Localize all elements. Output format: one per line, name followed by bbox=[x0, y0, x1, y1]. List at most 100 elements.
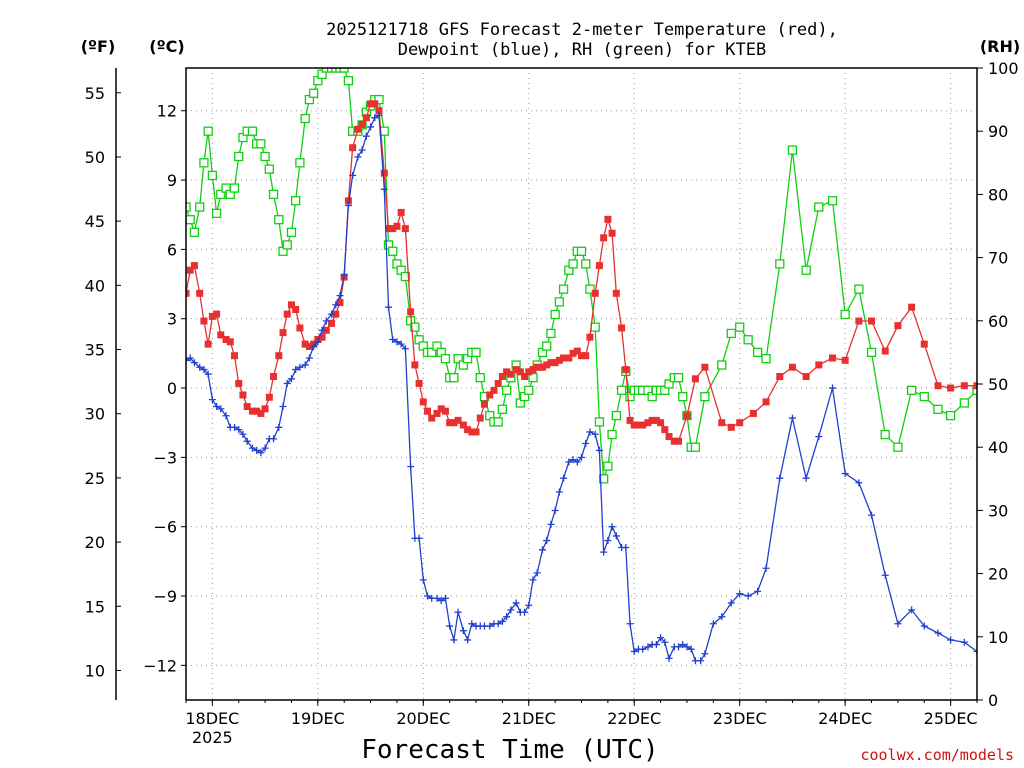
dewpoint-point bbox=[464, 636, 472, 644]
celsius-tick-label: −3 bbox=[153, 448, 177, 467]
celsius-tick-label: −12 bbox=[143, 656, 177, 675]
rh-point bbox=[195, 202, 205, 212]
fahrenheit-tick-label: 50 bbox=[85, 148, 105, 167]
rh-point bbox=[449, 373, 459, 383]
temperature-point bbox=[529, 366, 537, 374]
rh-point bbox=[295, 158, 305, 168]
dewpoint-point bbox=[322, 317, 330, 325]
temperature-point bbox=[301, 340, 309, 348]
rh-point bbox=[186, 215, 195, 225]
fahrenheit-tick-label: 45 bbox=[85, 212, 105, 231]
dewpoint-point bbox=[243, 437, 251, 445]
dewpoint-point bbox=[908, 606, 916, 614]
rh-point bbox=[919, 391, 929, 402]
rh-point bbox=[453, 354, 463, 364]
dewpoint-point bbox=[947, 636, 955, 644]
fahrenheit-tick-label: 40 bbox=[85, 276, 105, 295]
rh-point bbox=[343, 75, 354, 86]
temperature-point bbox=[490, 386, 498, 394]
x-tick-label: 20DEC bbox=[396, 709, 450, 728]
temperature-point bbox=[358, 121, 366, 129]
dewpoint-point bbox=[639, 645, 647, 653]
rh-tick-label: 80 bbox=[988, 185, 1008, 204]
rh-point bbox=[959, 398, 969, 408]
dewpoint-point bbox=[261, 444, 269, 452]
temperature-point bbox=[226, 338, 234, 346]
temperature-point bbox=[533, 363, 541, 371]
fahrenheit-tick-label: 25 bbox=[85, 469, 105, 488]
dewpoint-point bbox=[630, 647, 638, 655]
dewpoint-point bbox=[565, 458, 573, 466]
dewpoint-point bbox=[697, 657, 705, 665]
temperature-point bbox=[265, 393, 273, 401]
grid-lines bbox=[186, 68, 977, 700]
rh-point bbox=[234, 151, 244, 162]
dewpoint-point bbox=[283, 379, 291, 387]
rh-point bbox=[497, 404, 508, 414]
rh-point bbox=[308, 88, 319, 98]
dewpoint-point bbox=[543, 537, 551, 545]
rh-point bbox=[603, 461, 613, 471]
dewpoint-point bbox=[569, 456, 577, 464]
temperature-point bbox=[186, 266, 194, 274]
dewpoint-point bbox=[190, 359, 198, 367]
temperature-point bbox=[661, 426, 669, 434]
temperature-point bbox=[600, 234, 608, 242]
rh-point bbox=[585, 284, 595, 294]
dewpoint-point bbox=[665, 654, 673, 662]
chart-title-line2: Dewpoint (blue), RH (green) for KTEB bbox=[398, 40, 766, 60]
rh-point bbox=[554, 297, 565, 307]
temperature-point bbox=[296, 324, 304, 332]
rh-point bbox=[611, 410, 621, 421]
dewpoint-point bbox=[362, 132, 370, 140]
dewpoint-point bbox=[934, 629, 942, 637]
temperature-point bbox=[920, 340, 928, 348]
temperature-point bbox=[190, 262, 198, 270]
temperature-point bbox=[841, 356, 849, 364]
rh-point bbox=[616, 385, 627, 395]
temperature-point bbox=[543, 361, 551, 369]
dewpoint-point bbox=[551, 507, 559, 515]
rh-tick-label: 70 bbox=[988, 249, 1008, 268]
temperature-point bbox=[547, 359, 555, 367]
temperature-point bbox=[464, 426, 472, 434]
temperature-point bbox=[582, 352, 590, 360]
temperature-point bbox=[727, 423, 735, 431]
dewpoint-point bbox=[776, 474, 784, 482]
dewpoint-point bbox=[675, 643, 683, 651]
dewpoint-point bbox=[486, 622, 494, 630]
dewpoint-point bbox=[507, 606, 515, 614]
rh-point bbox=[321, 68, 331, 73]
temperature-point bbox=[235, 379, 243, 387]
dewpoint-point bbox=[855, 479, 863, 487]
rh-point bbox=[814, 202, 824, 212]
temperature-point bbox=[328, 319, 336, 327]
temperature-point bbox=[476, 414, 484, 422]
dewpoint-point bbox=[305, 354, 313, 362]
celsius-tick-label: 6 bbox=[167, 240, 177, 259]
dewpoint-point bbox=[468, 620, 476, 628]
dewpoint-point bbox=[310, 342, 318, 350]
dewpoint-point bbox=[762, 564, 770, 572]
temperature-point bbox=[560, 354, 568, 362]
temperature-point bbox=[626, 416, 634, 424]
rh-point bbox=[743, 335, 753, 345]
rh-tick-label: 90 bbox=[988, 122, 1008, 141]
dewpoint-point bbox=[679, 641, 687, 649]
source-credit: coolwx.com/models bbox=[860, 746, 1014, 764]
dewpoint-point bbox=[802, 474, 810, 482]
rh-point bbox=[388, 246, 398, 256]
rh-point bbox=[211, 208, 222, 219]
temperature-point bbox=[354, 125, 362, 133]
temperature-point bbox=[815, 361, 823, 369]
temperature-point bbox=[776, 372, 784, 380]
x-tick-label: 23DEC bbox=[713, 709, 767, 728]
temperature-point bbox=[788, 363, 796, 371]
temperature-point bbox=[586, 333, 594, 341]
rh-line bbox=[186, 68, 977, 480]
dewpoint-point bbox=[718, 613, 726, 621]
rh-point bbox=[717, 360, 727, 370]
temperature-point bbox=[868, 317, 876, 325]
rh-point bbox=[256, 139, 266, 149]
